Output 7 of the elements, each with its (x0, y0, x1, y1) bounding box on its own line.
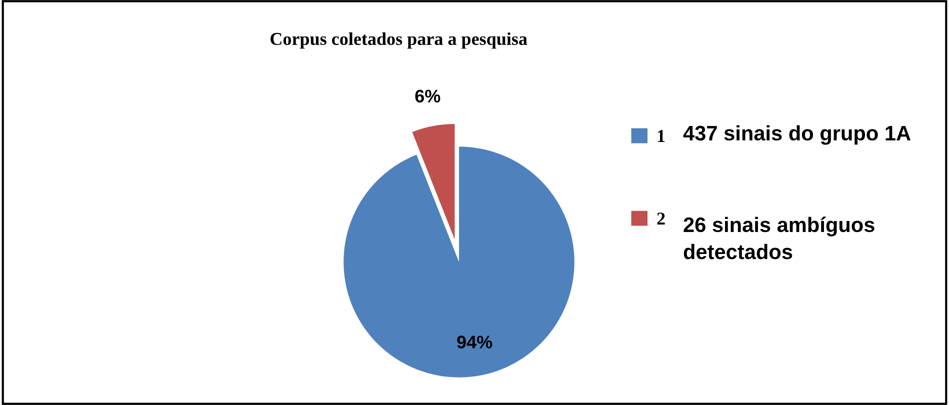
legend-label: 2 (657, 212, 665, 225)
data-label: 94% (457, 336, 492, 348)
legend-label: 1 (658, 130, 665, 142)
text: 437 sinais do grupo 1A (683, 125, 911, 145)
text: 26 sinais ambíguos detectados (684, 216, 874, 260)
chart-title: Corpus coletados para a pesquisa (270, 32, 528, 49)
data-label: 6% (415, 90, 440, 103)
